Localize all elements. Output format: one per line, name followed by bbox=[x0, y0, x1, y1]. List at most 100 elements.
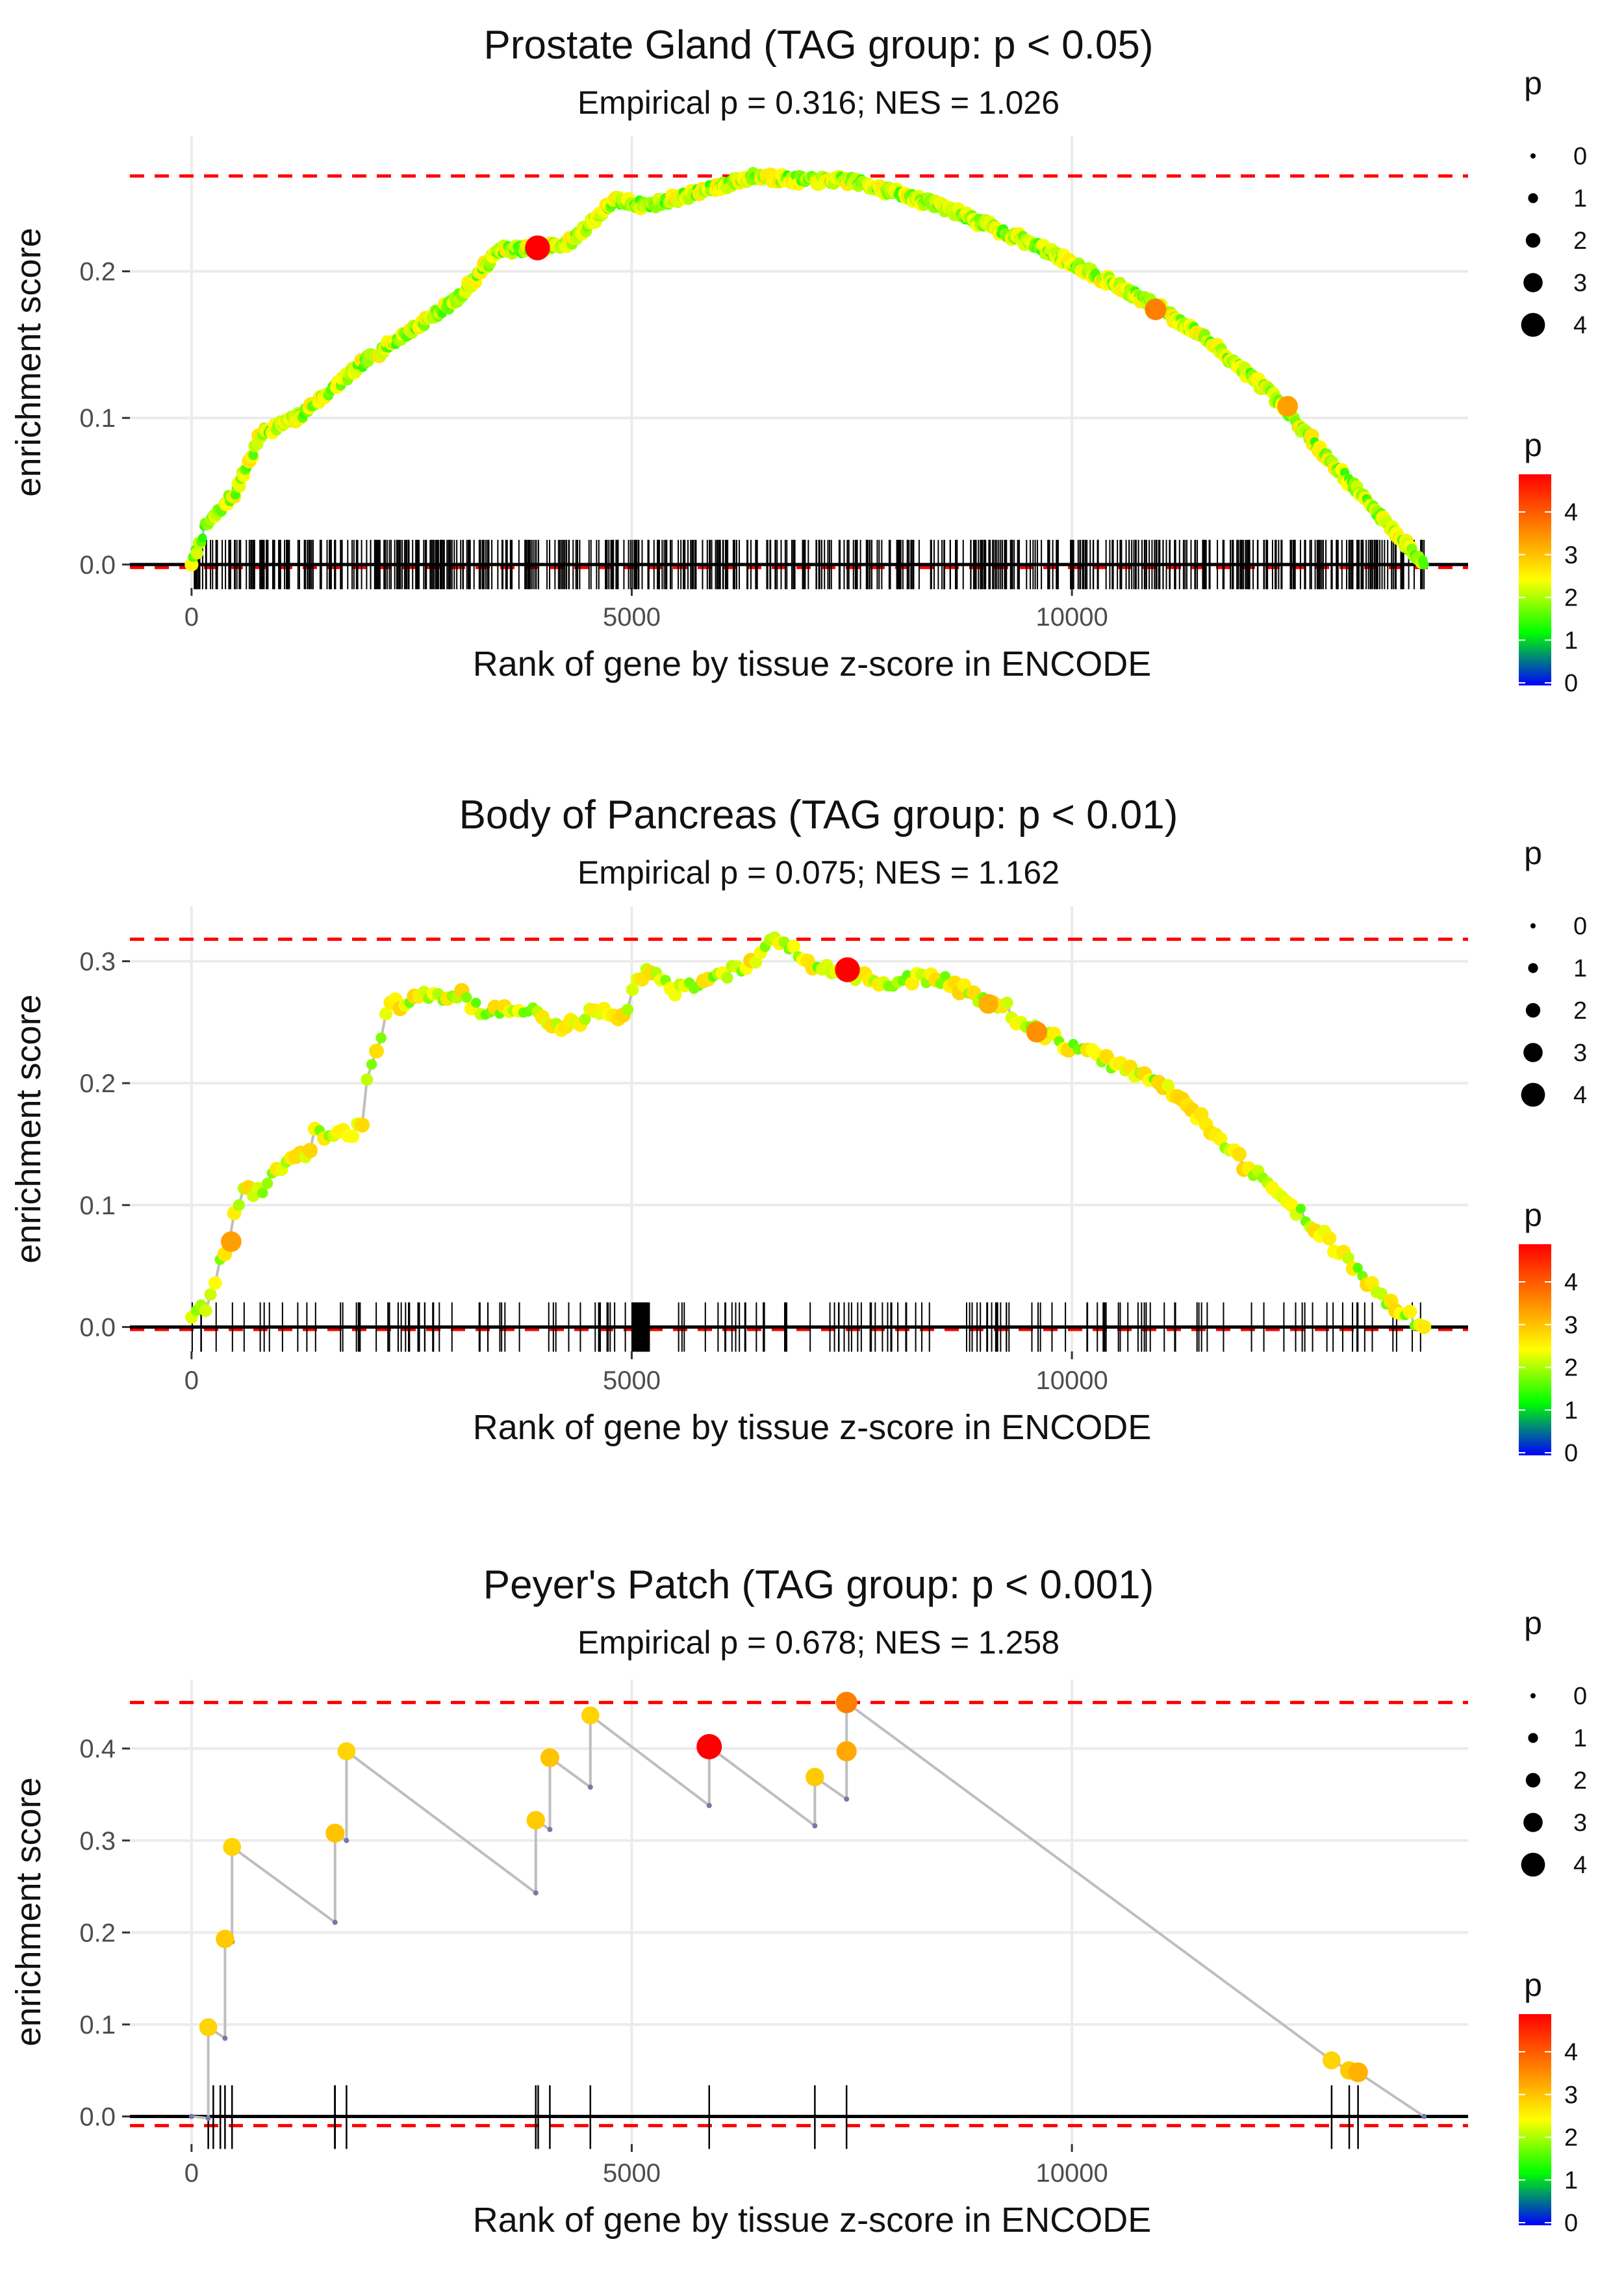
y-tick-label: 0.0 bbox=[79, 551, 116, 580]
y-tick-label: 0.2 bbox=[79, 1919, 116, 1947]
data-point bbox=[1352, 1262, 1363, 1273]
y-tick-label: 0.0 bbox=[79, 2103, 116, 2132]
size-legend: p 0 1 2 3 4 bbox=[1521, 1605, 1587, 1879]
color-legend: p 4 3 2 1 0 bbox=[1519, 1967, 1578, 2237]
data-point bbox=[844, 1796, 850, 1802]
size-legend: p 0 1 2 3 4 bbox=[1521, 835, 1587, 1109]
data-point bbox=[836, 1741, 857, 1761]
data-point bbox=[355, 1118, 370, 1133]
color-legend: p 4 3 2 1 0 bbox=[1519, 1197, 1578, 1467]
data-point bbox=[696, 1733, 722, 1759]
y-tick-label: 0.2 bbox=[79, 258, 116, 287]
size-legend-label: 3 bbox=[1573, 270, 1587, 297]
y-tick-label: 0.1 bbox=[79, 2011, 116, 2039]
size-legend-label: 2 bbox=[1573, 997, 1587, 1025]
enrichment-curve bbox=[184, 166, 1429, 572]
x-tick-label: 10000 bbox=[1036, 1366, 1108, 1395]
size-legend-key bbox=[1525, 233, 1541, 248]
x-tick-label: 0 bbox=[184, 2159, 199, 2188]
data-point bbox=[1000, 996, 1013, 1010]
data-point bbox=[1145, 298, 1167, 320]
color-legend-label: 3 bbox=[1564, 1312, 1578, 1339]
size-legend-key bbox=[1521, 1082, 1545, 1107]
color-legend-label: 3 bbox=[1564, 2082, 1578, 2109]
size-legend-label: 4 bbox=[1573, 1852, 1587, 1879]
data-point bbox=[199, 1304, 212, 1317]
data-point bbox=[375, 1032, 387, 1043]
data-point bbox=[197, 533, 207, 543]
size-legend-key bbox=[1528, 1733, 1538, 1743]
data-point bbox=[216, 1930, 235, 1948]
color-legend: p 4 3 2 1 0 bbox=[1519, 427, 1578, 697]
y-tick-label: 0.2 bbox=[79, 1069, 116, 1098]
data-point bbox=[222, 2036, 228, 2041]
size-legend-title: p bbox=[1524, 1605, 1542, 1641]
data-point bbox=[346, 1129, 360, 1143]
size-legend-label: 1 bbox=[1573, 185, 1587, 212]
x-tick-label: 5000 bbox=[603, 2159, 661, 2188]
data-point bbox=[806, 1767, 824, 1787]
size-legend-label: 4 bbox=[1573, 312, 1587, 339]
y-tick-label: 0.1 bbox=[79, 404, 116, 433]
data-point bbox=[812, 1823, 818, 1829]
data-point bbox=[525, 235, 550, 261]
size-legend-label: 1 bbox=[1573, 955, 1587, 982]
x-tick-label: 10000 bbox=[1036, 603, 1108, 632]
data-point bbox=[1232, 1147, 1247, 1162]
color-legend-label: 4 bbox=[1564, 1269, 1578, 1296]
color-legend-label: 3 bbox=[1564, 542, 1578, 569]
color-legend-title: p bbox=[1524, 427, 1542, 463]
data-point bbox=[1402, 1305, 1417, 1319]
x-tick-label: 0 bbox=[184, 1366, 199, 1395]
size-legend-key bbox=[1530, 153, 1536, 159]
data-point bbox=[325, 1823, 345, 1843]
size-legend-label: 0 bbox=[1573, 1683, 1587, 1710]
x-tick-label: 10000 bbox=[1036, 2159, 1108, 2188]
data-point bbox=[233, 1199, 245, 1211]
data-point bbox=[540, 1748, 560, 1767]
data-point bbox=[940, 971, 951, 982]
running-sum-path bbox=[190, 936, 1425, 1329]
color-legend-label: 4 bbox=[1564, 499, 1578, 526]
color-legend-label: 1 bbox=[1564, 1397, 1578, 1424]
data-point bbox=[787, 939, 801, 954]
data-point bbox=[199, 2018, 218, 2037]
data-point bbox=[533, 1890, 539, 1896]
data-point bbox=[188, 2114, 194, 2119]
data-point bbox=[1421, 2114, 1427, 2119]
size-legend-key bbox=[1521, 313, 1545, 337]
panel-2: Body of Pancreas (TAG group: p < 0.01) Em… bbox=[9, 793, 1587, 1467]
data-point bbox=[1026, 1021, 1048, 1043]
size-legend-key bbox=[1523, 273, 1543, 292]
size-legend-key bbox=[1530, 923, 1536, 928]
running-sum-path bbox=[191, 1700, 1425, 2120]
data-point bbox=[366, 1058, 377, 1070]
data-point bbox=[461, 991, 472, 1003]
color-legend-bar bbox=[1519, 1244, 1551, 1455]
y-tick-label: 0.3 bbox=[79, 1827, 116, 1856]
size-legend-key bbox=[1521, 1852, 1545, 1877]
color-legend-label: 2 bbox=[1564, 585, 1578, 612]
data-point bbox=[190, 546, 203, 560]
data-point bbox=[1161, 1079, 1175, 1092]
data-point bbox=[261, 1177, 273, 1190]
data-point bbox=[337, 1742, 356, 1761]
y-axis-title: enrichment score bbox=[9, 1777, 48, 2046]
chart-title: Prostate Gland (TAG group: p < 0.05) bbox=[484, 23, 1154, 68]
color-legend-label: 0 bbox=[1564, 670, 1578, 697]
data-point bbox=[208, 1276, 222, 1290]
data-point bbox=[835, 957, 860, 982]
y-tick-label: 0.0 bbox=[79, 1313, 116, 1342]
size-legend-key bbox=[1528, 963, 1538, 973]
color-legend-label: 1 bbox=[1564, 627, 1578, 654]
color-legend-label: 1 bbox=[1564, 2167, 1578, 2194]
data-point bbox=[1341, 1251, 1354, 1264]
data-point bbox=[1277, 396, 1299, 417]
size-legend-key bbox=[1528, 193, 1538, 203]
size-legend-key bbox=[1525, 1772, 1541, 1788]
data-point bbox=[248, 450, 259, 461]
data-point bbox=[257, 1187, 268, 1199]
chart-subtitle: Empirical p = 0.316; NES = 1.026 bbox=[577, 84, 1059, 121]
size-legend-label: 2 bbox=[1573, 227, 1587, 255]
